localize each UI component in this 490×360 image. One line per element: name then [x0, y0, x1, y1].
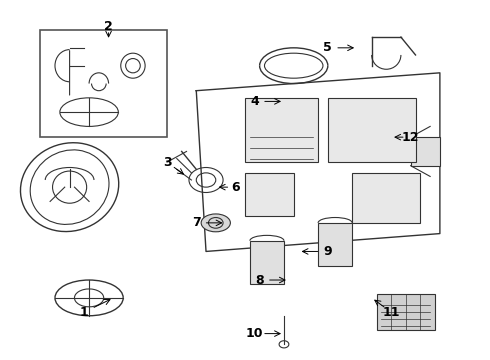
Bar [250, 241, 284, 284]
Text: 5: 5 [323, 41, 332, 54]
Ellipse shape [201, 214, 230, 232]
Bar [40, 30, 167, 137]
Text: 11: 11 [382, 306, 400, 319]
Bar [318, 223, 352, 266]
Bar [245, 98, 318, 162]
Text: 8: 8 [255, 274, 264, 287]
Polygon shape [196, 73, 440, 251]
Text: 7: 7 [192, 216, 200, 229]
Bar [245, 173, 294, 216]
Text: 6: 6 [231, 181, 240, 194]
Text: 12: 12 [402, 131, 419, 144]
Text: 9: 9 [323, 245, 332, 258]
Text: 10: 10 [246, 327, 264, 340]
Text: 3: 3 [163, 156, 172, 168]
Bar [352, 173, 420, 223]
Text: 1: 1 [80, 306, 89, 319]
Bar [328, 98, 416, 162]
Bar [411, 137, 440, 166]
Text: 2: 2 [104, 20, 113, 33]
Text: 4: 4 [250, 95, 259, 108]
Bar [376, 294, 435, 330]
